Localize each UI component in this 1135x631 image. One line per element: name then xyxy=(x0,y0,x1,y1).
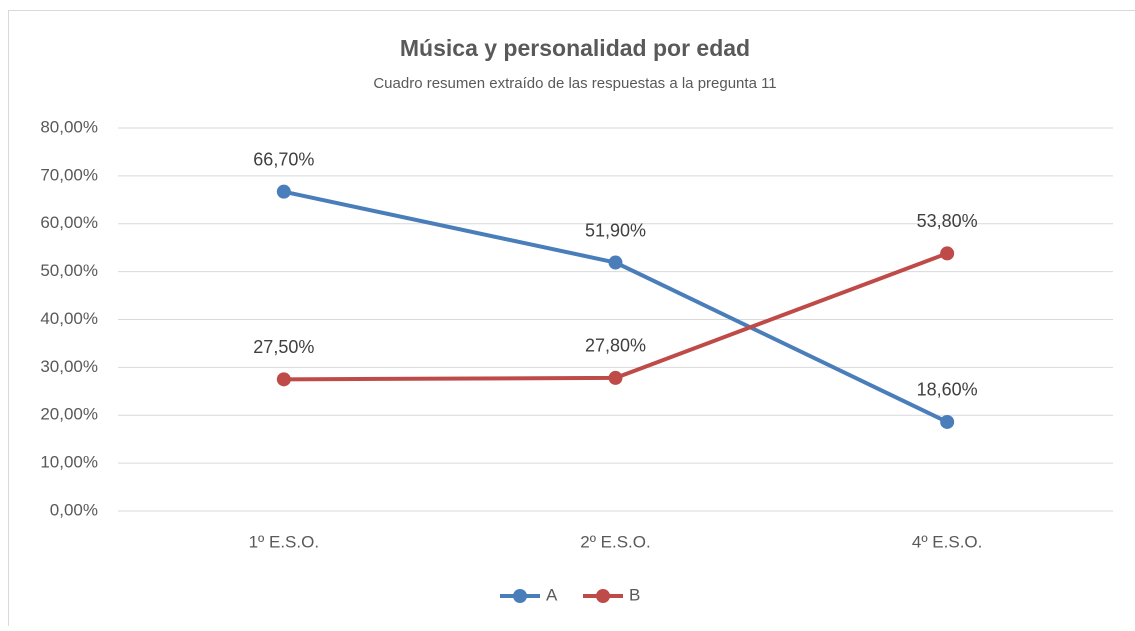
data-label: 27,80% xyxy=(585,336,646,356)
y-tick-label: 70,00% xyxy=(40,165,98,184)
data-label: 27,50% xyxy=(253,337,314,357)
x-tick-label: 1º E.S.O. xyxy=(249,532,319,551)
chart-subtitle: Cuadro resumen extraído de las respuesta… xyxy=(373,75,776,92)
y-tick-label: 0,00% xyxy=(50,500,98,519)
data-label: 51,90% xyxy=(585,220,646,240)
y-tick-label: 10,00% xyxy=(40,453,98,472)
y-tick-label: 60,00% xyxy=(40,213,98,232)
data-point xyxy=(277,372,291,386)
chart-title: Música y personalidad por edad xyxy=(400,35,750,61)
x-tick-label: 2º E.S.O. xyxy=(580,532,650,551)
y-tick-label: 30,00% xyxy=(40,357,98,376)
y-tick-label: 80,00% xyxy=(40,117,98,136)
data-point xyxy=(277,185,291,199)
data-point xyxy=(609,371,623,385)
legend-marker xyxy=(596,589,610,603)
y-tick-label: 50,00% xyxy=(40,261,98,280)
legend-label: B xyxy=(629,585,640,604)
y-tick-label: 40,00% xyxy=(40,309,98,328)
legend-label: A xyxy=(546,585,558,604)
legend-marker xyxy=(513,589,527,603)
y-tick-label: 20,00% xyxy=(40,405,98,424)
data-point xyxy=(609,256,623,270)
data-label: 66,70% xyxy=(253,149,314,169)
data-label: 18,60% xyxy=(917,380,978,400)
data-label: 53,80% xyxy=(917,211,978,231)
data-point xyxy=(940,246,954,260)
data-point xyxy=(940,415,954,429)
x-tick-label: 4º E.S.O. xyxy=(912,532,982,551)
